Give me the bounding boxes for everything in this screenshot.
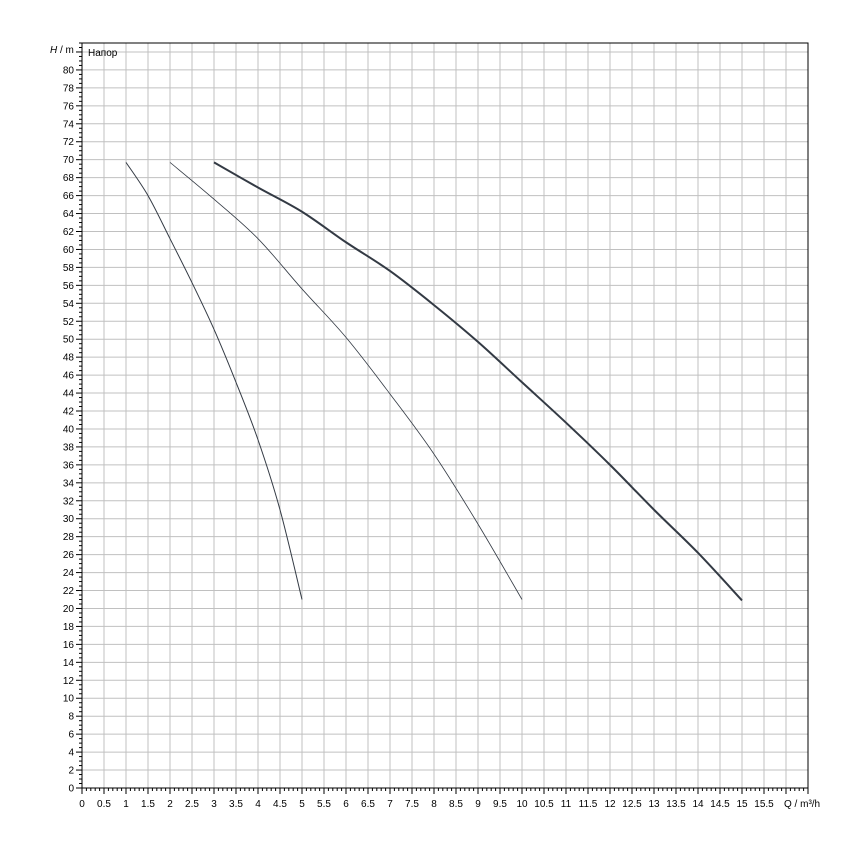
- y-tick-label: 58: [63, 263, 75, 274]
- y-tick-label: 22: [63, 586, 75, 597]
- pump-curve-1: [125, 162, 303, 600]
- y-tick-label: 74: [63, 119, 75, 130]
- y-tick-label: 0: [68, 784, 74, 795]
- plot-frame: [81, 42, 809, 789]
- y-tick-label: 24: [63, 568, 75, 579]
- y-tick-label: 4: [68, 748, 74, 759]
- x-tick-label: 11: [561, 799, 572, 810]
- curves: [125, 161, 743, 602]
- x-tick-label: 7: [387, 799, 393, 810]
- x-tick-label: 6.5: [361, 799, 375, 810]
- pump-curve-3: [213, 161, 743, 602]
- x-tick-label: 0: [79, 799, 85, 810]
- x-tick-label: 10.5: [534, 799, 554, 810]
- y-tick-label: 28: [63, 532, 75, 543]
- x-tick-label: 0.5: [97, 799, 111, 810]
- y-tick-label: 72: [63, 137, 75, 148]
- x-tick-label: 4.5: [273, 799, 287, 810]
- x-tick-label: 9: [475, 799, 481, 810]
- y-tick-label: 68: [63, 173, 75, 184]
- y-tick-label: 80: [63, 65, 75, 76]
- y-tick-label: 14: [63, 658, 75, 669]
- x-tick-label: 8: [431, 799, 437, 810]
- x-tick-label: 12.5: [622, 799, 642, 810]
- y-tick-label: 12: [63, 676, 75, 687]
- y-tick-label: 66: [63, 191, 75, 202]
- x-tick-label: 3.5: [229, 799, 243, 810]
- y-axis-unit: / m: [60, 45, 74, 56]
- x-tick-label: 5: [299, 799, 305, 810]
- x-tick-label: 5.5: [317, 799, 331, 810]
- y-tick-label: 26: [63, 550, 75, 561]
- x-tick-label: 10: [516, 799, 528, 810]
- x-tick-label: 2: [167, 799, 173, 810]
- y-tick-label: 78: [63, 83, 75, 94]
- y-axis-symbol: H: [50, 45, 58, 56]
- x-tick-label: 15.5: [754, 799, 774, 810]
- axes: 0 0.5 1 1.5 2 2.5 3 3.5 4 4.5 5 5.5 6 6.5 7 7.5 8 8.5 9 9.5…: [63, 42, 809, 810]
- y-tick-label: 46: [63, 371, 75, 382]
- y-tick-label: 16: [63, 640, 75, 651]
- x-tick-label: 4: [255, 799, 261, 810]
- y-tick-label: 52: [63, 317, 75, 328]
- y-tick-label: 42: [63, 407, 75, 418]
- y-tick-label: 56: [63, 281, 75, 292]
- x-tick-label: 14.5: [710, 799, 730, 810]
- y-tick-label: 76: [63, 101, 75, 112]
- x-tick-label: 1.5: [141, 799, 155, 810]
- x-tick-label: 12: [604, 799, 616, 810]
- pump-curve-2: [169, 162, 523, 600]
- x-tick-label: 11.5: [579, 799, 598, 810]
- x-tick-label: 9.5: [493, 799, 507, 810]
- legend-label: Напор: [88, 48, 118, 59]
- x-tick-label: 2.5: [185, 799, 199, 810]
- y-tick-label: 20: [63, 604, 75, 615]
- x-tick-label: 14: [692, 799, 704, 810]
- y-tick-label: 54: [63, 299, 75, 310]
- x-tick-label: 1: [123, 799, 129, 810]
- x-tick-label: 8.5: [449, 799, 463, 810]
- y-tick-label: 60: [63, 245, 75, 256]
- x-tick-label: 7.5: [405, 799, 419, 810]
- y-tick-label: 38: [63, 442, 75, 453]
- y-tick-label: 48: [63, 353, 75, 364]
- y-tick-label: 64: [63, 209, 75, 220]
- y-tick-label: 36: [63, 460, 75, 471]
- y-tick-label: 70: [63, 155, 75, 166]
- x-axis-label: Q / m³/h: [784, 799, 820, 810]
- y-tick-label: 40: [63, 424, 75, 435]
- y-tick-label: 6: [68, 730, 74, 741]
- grid: [82, 43, 808, 788]
- y-tick-label: 50: [63, 335, 75, 346]
- y-tick-label: 32: [63, 496, 75, 507]
- y-tick-label: 34: [63, 478, 75, 489]
- x-tick-label: 6: [343, 799, 349, 810]
- x-tick-label: 3: [211, 799, 217, 810]
- y-tick-label: 18: [63, 622, 75, 633]
- y-tick-label: 62: [63, 227, 75, 238]
- y-tick-label: 10: [63, 694, 75, 705]
- y-tick-label: 30: [63, 514, 75, 525]
- x-tick-label: 13: [648, 799, 660, 810]
- y-tick-label: 2: [68, 766, 74, 777]
- y-tick-label: 8: [68, 712, 74, 723]
- x-tick-label: 13.5: [666, 799, 686, 810]
- y-tick-label: 44: [63, 389, 75, 400]
- x-tick-label: 15: [736, 799, 748, 810]
